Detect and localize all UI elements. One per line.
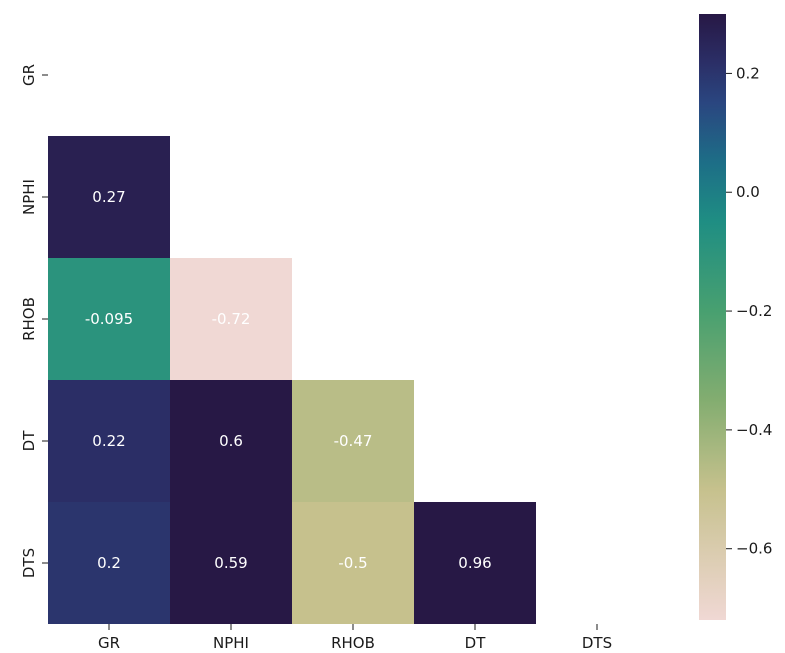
cell-value-label: 0.6 [219, 432, 243, 450]
x-axis-ticks: GR NPHI RHOB DT DTS [98, 624, 612, 652]
cell-value-label: 0.59 [214, 554, 247, 572]
colorbar-tick-label: −0.6 [736, 540, 772, 558]
heatmap-cell-dts-dt [414, 502, 536, 624]
cell-value-label: 0.2 [97, 554, 121, 572]
cell-value-label: 0.27 [92, 188, 125, 206]
colorbar-tick-label: −0.2 [736, 302, 772, 320]
cell-value-label: 0.96 [458, 554, 491, 572]
x-tick-label: NPHI [213, 634, 249, 652]
colorbar-tick-label: 0.2 [736, 64, 760, 82]
x-tick-label: GR [98, 634, 120, 652]
cell-value-label: -0.47 [334, 432, 373, 450]
heatmap-cell-dt-gr [48, 380, 170, 502]
heatmap-cell-nphi-gr [48, 136, 170, 258]
heatmap-cell-rhob-nphi [170, 258, 292, 380]
colorbar-tick-label: −0.4 [736, 421, 772, 439]
heatmap-cell-labels: 0.27 -0.095 -0.72 0.22 0.6 -0.47 0.2 0.59 -0.5 0.… [85, 188, 492, 572]
colorbar-tick-label: 0.0 [736, 183, 760, 201]
heatmap-cell-dts-gr [48, 502, 170, 624]
colorbar-gradient [699, 14, 726, 620]
heatmap-cell-rhob-gr [48, 258, 170, 380]
y-tick-label: DT [20, 430, 38, 452]
cell-value-label: -0.095 [85, 310, 133, 328]
heatmap-cell-dts-rhob [292, 502, 414, 624]
cell-value-label: 0.22 [92, 432, 125, 450]
colorbar: 0.2 0.0 −0.2 −0.4 −0.6 [699, 14, 772, 620]
heatmap-cell-dt-rhob [292, 380, 414, 502]
y-tick-label: NPHI [20, 179, 38, 215]
y-axis-ticks: GR NPHI RHOB DT DTS [20, 64, 48, 578]
cell-value-label: -0.5 [338, 554, 367, 572]
heatmap-cells [48, 136, 536, 624]
x-tick-label: DTS [582, 634, 612, 652]
x-tick-label: DT [465, 634, 487, 652]
y-tick-label: GR [20, 64, 38, 86]
y-tick-label: DTS [20, 548, 38, 578]
y-tick-label: RHOB [20, 297, 38, 341]
heatmap-cell-dts-nphi [170, 502, 292, 624]
heatmap-cell-dt-nphi [170, 380, 292, 502]
x-tick-label: RHOB [331, 634, 375, 652]
cell-value-label: -0.72 [212, 310, 251, 328]
